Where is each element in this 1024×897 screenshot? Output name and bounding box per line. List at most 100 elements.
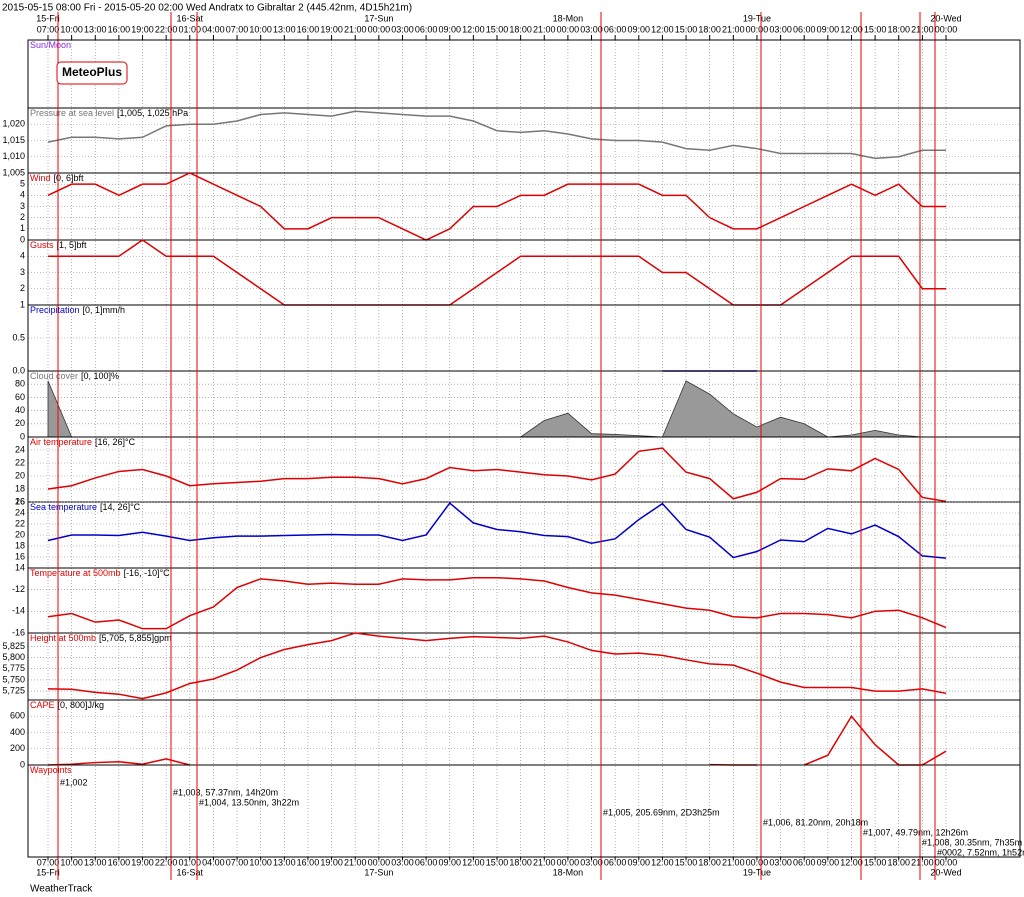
y-tick-label: -16	[12, 627, 25, 637]
x-tick-label: 21:00	[911, 857, 934, 867]
x-tick-label: 00:00	[368, 24, 391, 34]
x-tick-label: 21:00	[533, 24, 556, 34]
y-tick-label: 0.5	[12, 332, 25, 342]
y-tick-label: 5,725	[2, 685, 25, 695]
y-tick-label: 80	[15, 379, 25, 389]
y-tick-label: 2	[20, 212, 25, 222]
x-tick-label: 18:00	[509, 857, 532, 867]
x-tick-label: 06:00	[604, 24, 627, 34]
y-tick-label: 1,005	[2, 167, 25, 177]
waypoint-label: #1,007, 49.79nm, 12h26m	[863, 827, 968, 837]
day-label: 18-Mon	[553, 867, 584, 877]
y-tick-label: 0	[20, 431, 25, 441]
x-tick-label: 09:00	[817, 857, 840, 867]
x-tick-label: 19:00	[320, 857, 343, 867]
day-label: 17-Sun	[364, 13, 393, 23]
x-tick-label: 03:00	[769, 857, 792, 867]
x-tick-label: 15:00	[864, 857, 887, 867]
y-tick-label: 18	[15, 483, 25, 493]
y-tick-label: 40	[15, 405, 25, 415]
x-tick-label: 10:00	[60, 24, 83, 34]
y-tick-label: 24	[15, 444, 25, 454]
y-tick-label: 26	[15, 496, 25, 506]
day-label: 16-Sat	[177, 867, 204, 877]
y-tick-label: 4	[20, 190, 25, 200]
x-tick-label: 18:00	[887, 24, 910, 34]
x-tick-label: 09:00	[628, 24, 651, 34]
y-tick-label: 5,825	[2, 641, 25, 651]
x-tick-label: 18:00	[698, 24, 721, 34]
day-label: 17-Sun	[364, 867, 393, 877]
y-tick-label: 3	[20, 201, 25, 211]
y-tick-label: 5,800	[2, 652, 25, 662]
x-tick-label: 21:00	[722, 857, 745, 867]
x-tick-label: 07:00	[37, 24, 60, 34]
x-tick-label: 09:00	[438, 24, 461, 34]
y-tick-label: 16	[15, 496, 25, 506]
y-tick-label: 18	[15, 540, 25, 550]
x-tick-label: 15:00	[864, 24, 887, 34]
x-tick-label: 13:00	[84, 24, 107, 34]
x-tick-label: 21:00	[911, 24, 934, 34]
x-tick-label: 00:00	[935, 24, 958, 34]
day-label: 15-Fri	[36, 867, 60, 877]
x-tick-label: 00:00	[557, 24, 580, 34]
panel-title: Pressure at sea level [1,005, 1,025]hPa	[30, 108, 188, 118]
x-tick-label: 04:00	[202, 857, 225, 867]
panel-title: Gusts [1, 5]bft	[30, 240, 87, 250]
x-tick-label: 06:00	[415, 857, 438, 867]
y-tick-label: 0.0	[12, 365, 25, 375]
panel-title-text: Precipitation	[30, 305, 80, 315]
x-tick-label: 12:00	[462, 857, 485, 867]
footer: WeatherTrack	[30, 884, 93, 895]
header: 2015-05-15 08:00 Fri - 2015-05-20 02:00 …	[2, 3, 412, 14]
panel-title-text: Air temperature	[30, 437, 92, 447]
y-tick-label: 400	[10, 727, 25, 737]
x-tick-label: 12:00	[840, 857, 863, 867]
x-tick-label: 12:00	[462, 24, 485, 34]
series-line	[47, 632, 947, 700]
panel-title-text: Wind	[30, 173, 51, 183]
panel-title: Cloud cover [0, 100]%	[30, 371, 119, 381]
waypoint-label: #1,004, 13.50nm, 3h22m	[199, 797, 299, 807]
x-tick-label: 07:00	[226, 857, 249, 867]
y-tick-label: -14	[12, 606, 25, 616]
panel-title: Wind [0, 6]bft	[30, 173, 84, 183]
waypoint-label: #1,008, 30.35nm, 7h35m	[922, 837, 1022, 847]
panel-title: Sea temperature [14, 26]°C	[30, 502, 141, 512]
panel-title-text: Waypoints	[30, 765, 72, 775]
panel-title-text: Cloud cover	[30, 371, 78, 381]
y-tick-label: 1	[20, 299, 25, 309]
meteoplus-button[interactable]: MeteoPlus	[56, 61, 128, 85]
y-tick-label: 16	[15, 551, 25, 561]
panel-range: [0, 800]J/kg	[58, 700, 105, 710]
y-tick-label: 1,010	[2, 151, 25, 161]
x-tick-label: 03:00	[391, 24, 414, 34]
panel-title-text: Sea temperature	[30, 502, 97, 512]
x-tick-label: 06:00	[415, 24, 438, 34]
y-tick-label: 4	[20, 251, 25, 261]
day-label: 16-Sat	[177, 13, 204, 23]
panel-title: Air temperature [16, 26]°C	[30, 437, 136, 447]
panel-range: [1,005, 1,025]hPa	[117, 108, 188, 118]
x-tick-label: 19:00	[320, 24, 343, 34]
panel-range: [1, 5]bft	[57, 240, 88, 250]
day-label: 15-Fri	[36, 13, 60, 23]
panel-title-text: CAPE	[30, 700, 55, 710]
x-tick-label: 04:00	[202, 24, 225, 34]
series-area	[47, 380, 946, 438]
x-tick-label: 01:00	[179, 24, 202, 34]
y-tick-label: 5,750	[2, 674, 25, 684]
series-line	[47, 502, 947, 559]
y-tick-label: 200	[10, 743, 25, 753]
x-tick-label: 00:00	[557, 857, 580, 867]
y-tick-label: 1,015	[2, 135, 25, 145]
series-line	[47, 447, 947, 503]
plot-frame	[27, 39, 1021, 858]
x-tick-label: 09:00	[438, 857, 461, 867]
x-tick-label: 12:00	[651, 24, 674, 34]
panel-range: [14, 26]°C	[100, 502, 141, 512]
panel-range: [0, 100]%	[81, 371, 119, 381]
y-tick-label: 14	[15, 562, 25, 572]
x-tick-label: 09:00	[817, 24, 840, 34]
